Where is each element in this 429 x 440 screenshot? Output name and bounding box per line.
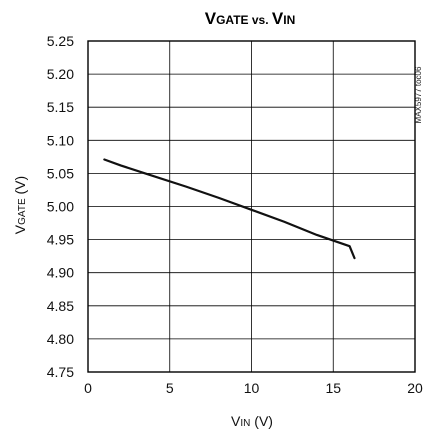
y-tick-label: 5.20 [47,66,74,82]
title-v1: V [205,9,217,28]
xlabel-sub: IN [240,418,250,429]
series-line [103,158,356,260]
y-tick-label: 5.25 [47,33,74,49]
ylabel-sub: GATE [17,198,28,225]
title-v2: V [272,9,284,28]
x-tick-label: 0 [84,380,92,396]
ylabel-unit: (V) [12,176,28,199]
title-vs: vs. [249,13,272,27]
x-tick-label: 15 [325,380,341,396]
title-v1-sub: GATE [216,13,248,27]
x-tick-label: 5 [166,380,174,396]
x-tick-label: 10 [244,380,260,396]
xlabel-main: V [231,413,241,429]
xlabel-unit: (V) [250,413,273,429]
y-tick-label: 5.00 [47,199,74,215]
y-tick-label: 4.85 [47,298,74,314]
chart-watermark: MAX5977 toc06 [414,66,423,123]
grid-lines [87,40,416,373]
y-tick-label: 5.10 [47,132,74,148]
y-tick-label: 4.80 [47,331,74,347]
x-tick-label: 20 [407,380,423,396]
y-axis-label: VGATE (V) [12,176,28,234]
ylabel-main: V [12,224,28,234]
title-v2-sub: IN [283,13,295,27]
y-tick-label: 4.90 [47,265,74,281]
y-tick-label: 5.15 [47,99,74,115]
chart-title: VGATE vs. VIN [205,9,296,28]
tick-labels: 4.75 4.80 4.85 4.90 4.95 5.00 5.05 5.10 5.15 5.20… [47,33,423,396]
plot-frame [87,40,416,373]
y-tick-label: 5.05 [47,165,74,181]
y-tick-label: 4.95 [47,232,74,248]
series-layer [103,158,356,260]
x-axis-label: VIN (V) [231,413,273,429]
y-tick-label: 4.75 [47,364,74,380]
